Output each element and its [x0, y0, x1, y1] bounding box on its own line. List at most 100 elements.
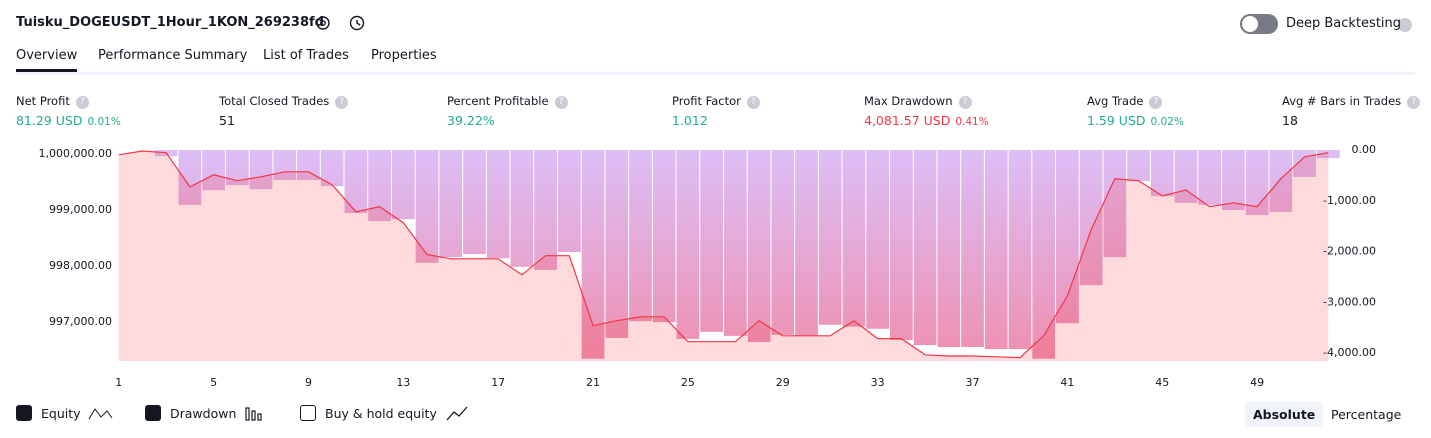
- x-tick-label: 41: [1060, 376, 1074, 389]
- drawdown-bar: [510, 150, 534, 267]
- tab[interactable]: Overview: [16, 48, 78, 72]
- drawdown-bar: [463, 150, 486, 255]
- drawdown-bar: [842, 150, 866, 327]
- drawdown-bar: [984, 150, 1008, 350]
- drawdown-bar: [557, 150, 581, 253]
- drawdown-bar: [534, 150, 557, 270]
- metric-label: Net Profit?: [16, 94, 89, 109]
- metric-label: Profit Factor?: [672, 94, 760, 109]
- drawdown-bar: [415, 150, 439, 263]
- metric-value-text: 81.29 USD: [16, 113, 83, 128]
- strategy-title: Tuisku_DOGEUSDT_1Hour_1KON_269238fd: [16, 15, 324, 30]
- help-icon[interactable]: ?: [1407, 96, 1421, 109]
- drawdown-bar: [890, 150, 913, 340]
- equity-area: [118, 151, 1329, 361]
- x-tick-label: 45: [1155, 376, 1169, 389]
- x-tick-label: 29: [776, 376, 790, 389]
- checkbox[interactable]: [145, 405, 161, 421]
- drawdown-bar: [1103, 150, 1127, 258]
- drawdown-bar: [202, 150, 225, 191]
- checkbox[interactable]: [300, 405, 316, 421]
- tab[interactable]: Properties: [371, 48, 437, 63]
- drawdown-bar: [1222, 150, 1245, 210]
- x-tick-label: 25: [681, 376, 695, 389]
- mode-button[interactable]: Percentage: [1331, 407, 1402, 422]
- replay-icon[interactable]: [349, 15, 365, 31]
- y2-tick-label: -2,000.00: [1323, 245, 1376, 258]
- drawdown-bar: [1150, 150, 1174, 197]
- x-tick-label: 5: [210, 376, 217, 389]
- metric-label: Avg # Bars in Trades?: [1282, 94, 1421, 109]
- metric-value-text: 4,081.57 USD: [864, 113, 951, 128]
- drawdown-bar: [486, 150, 510, 259]
- metric-value: 4,081.57 USD 0.41%: [864, 113, 989, 128]
- drawdown-bar: [795, 150, 818, 336]
- metric-label: Percent Profitable?: [447, 94, 568, 109]
- drawdown-icon: [245, 407, 262, 421]
- drawdown-bar: [629, 150, 652, 322]
- drawdown-bar: [747, 150, 771, 342]
- metric-value: 1.012: [672, 113, 708, 128]
- y2-tick-label: -1,000.00: [1323, 194, 1376, 207]
- drawdown-bar: [581, 150, 605, 359]
- drawdown-bar: [724, 150, 747, 336]
- drawdown-bar: [320, 150, 344, 187]
- x-tick-label: 21: [586, 376, 600, 389]
- x-tick-label: 1: [115, 376, 122, 389]
- metric-value-text: 51: [219, 113, 235, 128]
- mode-button[interactable]: Absolute: [1245, 402, 1324, 427]
- tab[interactable]: Performance Summary: [98, 48, 248, 63]
- deep-backtesting-label: Deep Backtesting: [1286, 16, 1402, 31]
- drawdown-bar: [1293, 150, 1316, 177]
- drawdown-bar: [178, 150, 202, 205]
- drawdown-bar: [866, 150, 890, 329]
- metric-label-text: Total Closed Trades: [219, 94, 330, 108]
- metric-value-text: 1.012: [672, 113, 708, 128]
- help-icon[interactable]: ?: [746, 96, 760, 109]
- drawdown-bar: [368, 150, 391, 222]
- tab[interactable]: List of Trades: [263, 48, 349, 63]
- metric-value-text: 39.22%: [447, 113, 495, 128]
- drawdown-bar: [344, 150, 368, 214]
- separator: [16, 72, 1415, 75]
- checkbox[interactable]: [16, 405, 32, 421]
- equity-line: [118, 150, 1329, 359]
- y2-tick-label: 0.00: [1352, 143, 1377, 156]
- help-icon[interactable]: ?: [1149, 96, 1163, 109]
- drawdown-bar: [1316, 150, 1340, 159]
- help-icon[interactable]: ?: [335, 96, 349, 109]
- drawdown-bar: [937, 150, 961, 348]
- drawdown-bar: [818, 150, 842, 325]
- help-icon[interactable]: ?: [554, 96, 568, 109]
- y-tick-label: 1,000,000.00: [39, 147, 112, 160]
- metric-percent: 0.02%: [1150, 116, 1184, 128]
- drawdown-bar: [1032, 150, 1056, 359]
- metric-value-text: 18: [1282, 113, 1298, 128]
- y-tick-label: 997,000.00: [49, 315, 112, 328]
- legend-item[interactable]: Drawdown: [145, 405, 236, 421]
- metric-value: 1.59 USD 0.02%: [1087, 113, 1184, 128]
- y2-tick-label: -4,000.00: [1323, 346, 1376, 359]
- x-tick-label: 33: [871, 376, 885, 389]
- metric-label-text: Percent Profitable: [447, 94, 549, 108]
- toggle[interactable]: [1240, 14, 1278, 34]
- metric-label: Max Drawdown?: [864, 94, 972, 109]
- metric-label-text: Max Drawdown: [864, 94, 953, 108]
- drawdown-bar: [1269, 150, 1293, 212]
- drawdown-bar: [297, 150, 320, 181]
- help-icon: [1398, 18, 1412, 32]
- drawdown-bar: [249, 150, 273, 190]
- help-icon[interactable]: ?: [958, 96, 972, 109]
- legend-item[interactable]: Buy & hold equity: [300, 405, 437, 421]
- equity-icon: [88, 408, 113, 420]
- metric-value: 39.22%: [447, 113, 495, 128]
- legend-item[interactable]: Equity: [16, 405, 81, 421]
- metric-label-text: Net Profit: [16, 94, 70, 108]
- y2-tick-label: -3,000.00: [1323, 295, 1376, 308]
- metric-percent: 0.01%: [87, 116, 121, 128]
- legend-label: Drawdown: [170, 405, 237, 421]
- help-icon[interactable]: ?: [75, 96, 89, 109]
- settings-icon[interactable]: [316, 16, 330, 30]
